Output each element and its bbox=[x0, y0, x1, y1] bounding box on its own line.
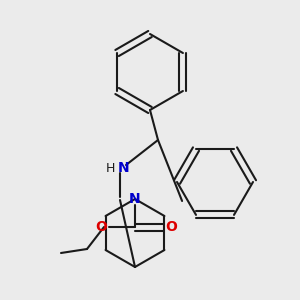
Text: N: N bbox=[129, 192, 141, 206]
Text: N: N bbox=[118, 161, 130, 175]
Text: O: O bbox=[95, 220, 107, 234]
Text: O: O bbox=[165, 220, 177, 234]
Text: H: H bbox=[105, 161, 115, 175]
